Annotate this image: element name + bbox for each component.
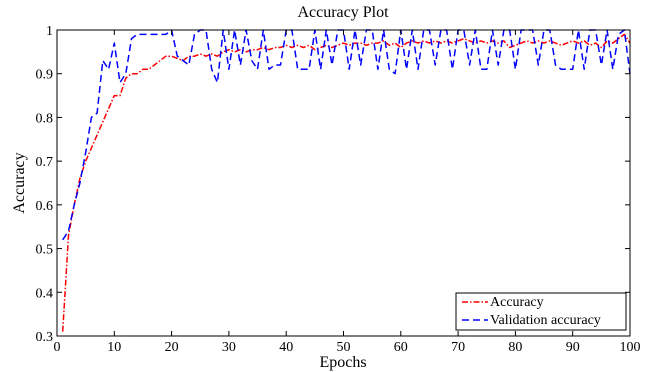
x-tick-label: 20 bbox=[165, 340, 179, 355]
x-tick-label: 10 bbox=[107, 340, 121, 355]
legend-label-validation-accuracy: Validation accuracy bbox=[490, 313, 601, 328]
x-tick-label: 60 bbox=[394, 340, 408, 355]
y-tick-label: 1 bbox=[46, 24, 53, 39]
y-axis-label: Accuracy bbox=[11, 152, 28, 213]
x-tick-label: 40 bbox=[279, 340, 293, 355]
legend-label-accuracy: Accuracy bbox=[490, 295, 544, 310]
x-tick-label: 100 bbox=[620, 340, 641, 355]
y-tick-label: 0.9 bbox=[36, 68, 54, 83]
chart-title: Accuracy Plot bbox=[297, 4, 389, 21]
legend: Accuracy Validation accuracy bbox=[455, 292, 627, 331]
series-line-validation-accuracy bbox=[62, 29, 631, 241]
y-tick-label: 0.5 bbox=[36, 243, 54, 258]
series-layer bbox=[61, 29, 631, 332]
axes-layer: 0 10 20 30 40 50 60 70 80 90 100 0.3 0.4 0.5 0.6 0.7 0.8… bbox=[36, 24, 641, 355]
x-tick-label: 90 bbox=[566, 340, 580, 355]
y-tick-label: 0.4 bbox=[36, 286, 54, 301]
y-tick-label: 0.8 bbox=[36, 111, 54, 126]
y-tick-label: 0.6 bbox=[36, 199, 54, 214]
series-line-accuracy bbox=[61, 33, 631, 332]
x-tick-label: 0 bbox=[54, 340, 61, 355]
x-tick-label: 50 bbox=[337, 340, 351, 355]
x-axis-label: Epochs bbox=[319, 354, 366, 371]
x-tick-label: 70 bbox=[451, 340, 465, 355]
y-tick-label: 0.3 bbox=[36, 330, 54, 345]
x-tick-label: 80 bbox=[508, 340, 522, 355]
x-tick-label: 30 bbox=[222, 340, 236, 355]
legend-box bbox=[455, 292, 627, 331]
y-tick-label: 0.7 bbox=[36, 155, 54, 170]
